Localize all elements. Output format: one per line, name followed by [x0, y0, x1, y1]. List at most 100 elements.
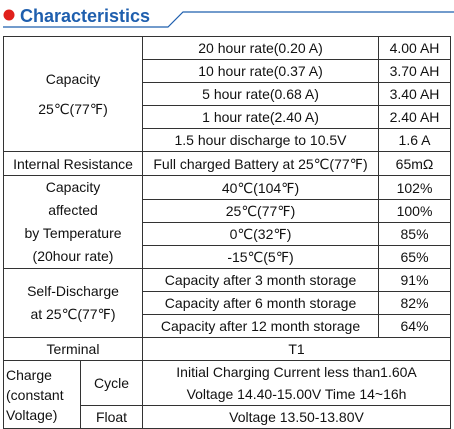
- condition: 40℃(104℉): [142, 175, 380, 200]
- condition: 0℃(32℉): [142, 222, 380, 246]
- value: 82%: [378, 291, 452, 315]
- cell-text: 102%: [396, 179, 433, 196]
- cell-text: Terminal: [46, 341, 100, 357]
- cell-text: 64%: [400, 318, 429, 334]
- value: 3.70 AH: [378, 59, 452, 83]
- cell-text: Full charged Battery at 25℃(77℉): [153, 155, 368, 172]
- label-line: Initial Charging Current less than1.60A: [176, 364, 417, 380]
- condition: 1 hour rate(2.40 A): [142, 105, 380, 129]
- bullet: [3, 9, 15, 21]
- cell-text: 10 hour rate(0.37 A): [198, 63, 323, 79]
- value: 2.40 AH: [378, 105, 452, 129]
- row-label: Self-Discharge at 25℃(77℉): [2, 268, 144, 338]
- cell-text: T1: [288, 341, 305, 357]
- table-row: Self-Discharge at 25℃(77℉) Capacity after …: [2, 268, 452, 338]
- value: Initial Charging Current less than1.60A V…: [142, 360, 452, 406]
- cell-text: 1 hour rate(2.40 A): [202, 109, 319, 125]
- condition: 5 hour rate(0.68 A): [142, 82, 380, 106]
- condition: -15℃(5℉): [142, 245, 380, 269]
- cell-text: Cycle: [94, 375, 130, 391]
- cell-text: 3.40 AH: [389, 86, 440, 102]
- row-label: Internal Resistance: [2, 151, 144, 176]
- cell-text: 20 hour rate(0.20 A): [198, 40, 323, 56]
- cell-text: 82%: [400, 295, 429, 311]
- condition: 20 hour rate(0.20 A): [142, 36, 380, 60]
- table-row: Capacity 25℃(77℉) 20 hour rate(0.20 A) 4.00…: [2, 36, 452, 152]
- cell-text: 91%: [400, 272, 429, 288]
- table-body: Capacity 25℃(77℉) 20 hour rate(0.20 A) 4.00…: [2, 36, 452, 429]
- table-row: Capacity affected by Temperature (20hour ra…: [2, 175, 452, 269]
- table-row: Internal Resistance Full charged Battery …: [2, 151, 452, 176]
- table-row: 10 hour rate(0.37 A) 3.70 AH: [4, 59, 452, 83]
- value: 65mΩ: [378, 151, 452, 176]
- condition: Full charged Battery at 25℃(77℉): [142, 151, 380, 176]
- cell-text: 65mΩ: [395, 155, 434, 172]
- value: T1: [142, 337, 452, 361]
- row-label: Terminal: [2, 337, 144, 361]
- cell-text: 3.70 AH: [389, 63, 440, 79]
- table-row: Charge (constant Voltage) Cycle Initial Char…: [3, 360, 452, 429]
- row-label: Capacity 25℃(77℉): [2, 36, 144, 152]
- condition: 25℃(77℉): [142, 199, 380, 223]
- value: 91%: [378, 268, 452, 292]
- condition: 10 hour rate(0.37 A): [142, 59, 380, 83]
- label-line: Voltage): [6, 406, 58, 423]
- label-line: at 25℃(77℉): [30, 306, 116, 322]
- value: 85%: [378, 222, 452, 246]
- value: 65%: [378, 245, 452, 269]
- value: 1.6 A: [378, 128, 452, 152]
- cell-text: 100%: [396, 203, 433, 219]
- value: Voltage 13.50-13.80V: [142, 405, 452, 429]
- sub-label: Float: [79, 405, 144, 429]
- cell-text: 65%: [400, 249, 429, 265]
- cell-text: Capacity after 6 month storage: [164, 295, 357, 311]
- cell-text: -15℃(5℉): [227, 249, 294, 265]
- cell-text: 4.00 AH: [389, 40, 440, 56]
- table-row: -15℃(5℉) 65%: [4, 245, 452, 269]
- row-label: Capacity affected by Temperature (20hour ra…: [2, 175, 144, 269]
- cell-text: Internal Resistance: [13, 155, 133, 172]
- table-row: Terminal T1: [2, 337, 452, 361]
- cell-text: 85%: [400, 226, 429, 242]
- title: Characteristics: [20, 6, 150, 26]
- label-line: by Temperature: [24, 225, 122, 241]
- value: 102%: [378, 175, 452, 200]
- cell-text: Capacity after 12 month storage: [160, 318, 361, 334]
- cell-text: 25℃(77℉): [225, 203, 296, 219]
- value: 100%: [378, 199, 452, 223]
- value: 3.40 AH: [378, 82, 452, 106]
- cell-text: 1.6 A: [398, 132, 431, 148]
- label-line: Capacity: [45, 179, 101, 195]
- cell-text: 40℃(104℉): [221, 179, 300, 196]
- cell-text: 2.40 AH: [389, 109, 440, 125]
- condition: Capacity after 6 month storage: [142, 291, 380, 315]
- cell-text: Capacity after 3 month storage: [164, 272, 357, 288]
- value: 64%: [378, 314, 452, 338]
- value: 4.00 AH: [378, 36, 452, 60]
- header: Characteristics: [3, 6, 454, 28]
- label-line: Self-Discharge: [27, 283, 119, 299]
- label-line: affected: [48, 202, 98, 218]
- cell-text: 1.5 hour discharge to 10.5V: [174, 132, 347, 148]
- condition: Capacity after 12 month storage: [142, 314, 380, 338]
- label-line: (20hour rate): [32, 248, 114, 264]
- spec-table: Capacity 25℃(77℉) 20 hour rate(0.20 A) 4.00…: [2, 36, 452, 429]
- cell-text: 0℃(32℉): [229, 226, 292, 242]
- cell-text: Float: [95, 409, 128, 425]
- label-line: Voltage 14.40-15.00V Time 14~16h: [186, 386, 407, 402]
- cell-text: Voltage 13.50-13.80V: [229, 409, 364, 425]
- sub-label: Cycle: [79, 360, 144, 406]
- row-label: Charge (constant Voltage): [3, 360, 81, 429]
- table-row: 0℃(32℉) 85%: [4, 222, 452, 246]
- label-line: Capacity: [45, 71, 101, 87]
- table-row: Capacity after 6 month storage 82%: [4, 291, 452, 315]
- table-row: 25℃(77℉) 100%: [4, 199, 452, 223]
- label-line: Charge: [6, 366, 52, 383]
- condition: 1.5 hour discharge to 10.5V: [142, 128, 380, 152]
- cell-text: 5 hour rate(0.68 A): [202, 86, 319, 102]
- condition: Capacity after 3 month storage: [142, 268, 380, 292]
- label-line: 25℃(77℉): [38, 101, 108, 117]
- title-rule: [3, 11, 454, 28]
- table-row: 1 hour rate(2.40 A) 2.40 AH: [4, 105, 452, 129]
